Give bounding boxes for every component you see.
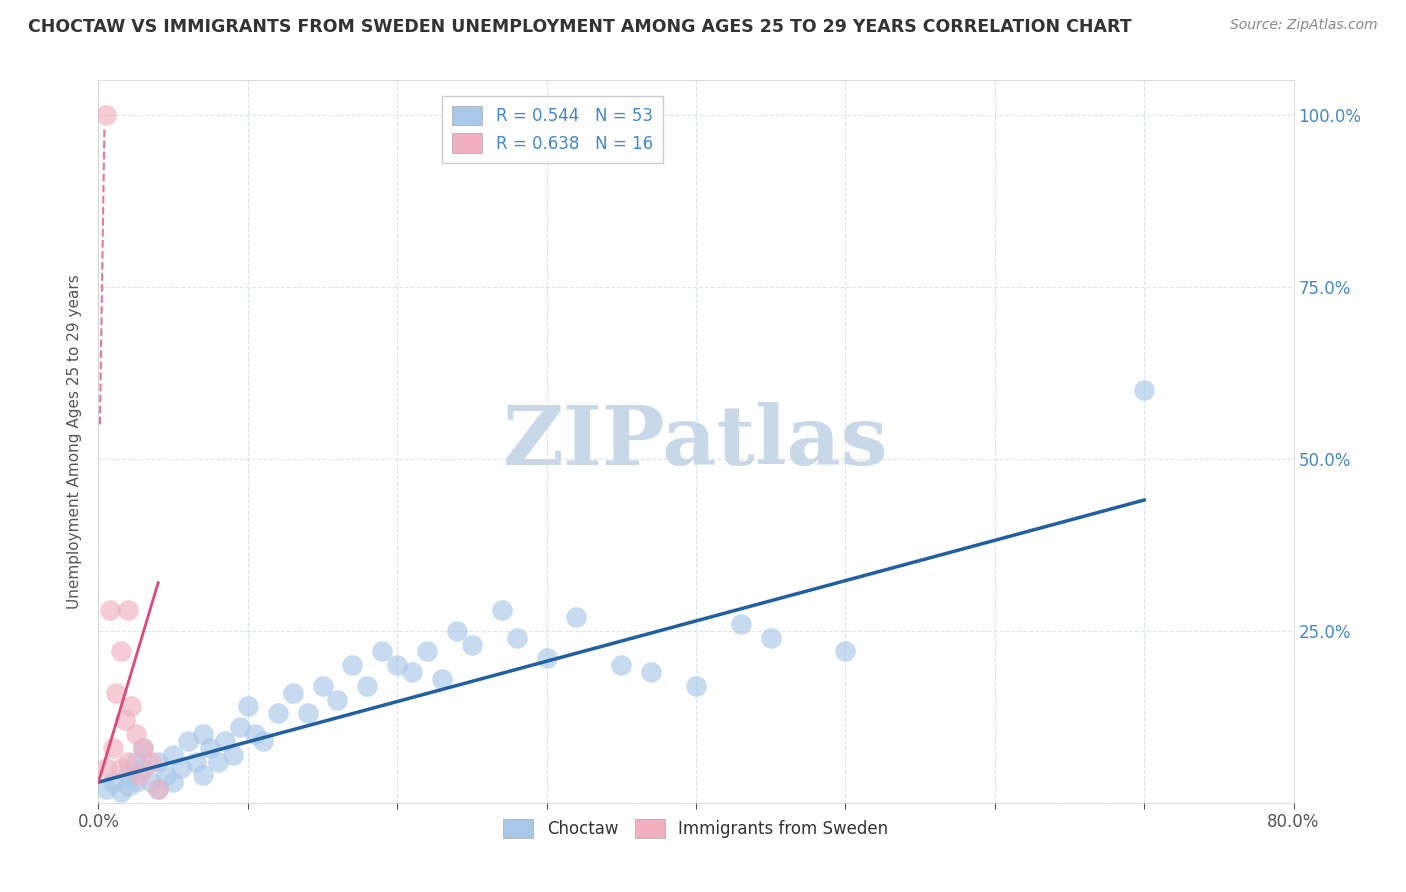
Point [229, 720, 252, 734]
Point [162, 747, 184, 762]
Point [191, 727, 214, 741]
Point [685, 679, 707, 693]
Point [117, 755, 139, 769]
Point [129, 768, 152, 782]
Point [461, 638, 484, 652]
Point [125, 775, 148, 789]
Y-axis label: Unemployment Among Ages 25 to 29 years: Unemployment Among Ages 25 to 29 years [67, 274, 83, 609]
Point [98, 603, 122, 617]
Point [132, 761, 155, 775]
Text: ZIPatlas: ZIPatlas [503, 401, 889, 482]
Point [148, 782, 170, 797]
Point [491, 603, 513, 617]
Point [94, 782, 117, 797]
Point [385, 658, 409, 673]
Point [125, 727, 148, 741]
Point [94, 108, 117, 122]
Point [356, 679, 378, 693]
Point [416, 644, 439, 658]
Point [105, 686, 128, 700]
Point [114, 713, 136, 727]
Point [162, 775, 184, 789]
Point [169, 761, 191, 775]
Point [222, 747, 245, 762]
Point [834, 644, 856, 658]
Point [148, 755, 170, 769]
Point [191, 768, 214, 782]
Point [139, 755, 162, 769]
Text: CHOCTAW VS IMMIGRANTS FROM SWEDEN UNEMPLOYMENT AMONG AGES 25 TO 29 YEARS CORRELA: CHOCTAW VS IMMIGRANTS FROM SWEDEN UNEMPL… [28, 18, 1132, 36]
Point [214, 734, 236, 748]
Point [326, 692, 349, 706]
Point [1133, 383, 1156, 397]
Point [155, 768, 177, 782]
Point [565, 610, 588, 624]
Point [640, 665, 662, 679]
Point [139, 775, 162, 789]
Point [103, 740, 125, 755]
Point [506, 631, 529, 645]
Point [267, 706, 290, 721]
Point [297, 706, 319, 721]
Point [371, 644, 394, 658]
Point [401, 665, 423, 679]
Point [446, 624, 468, 638]
Text: Source: ZipAtlas.com: Source: ZipAtlas.com [1230, 18, 1378, 32]
Point [132, 740, 155, 755]
Point [236, 699, 259, 714]
Point [110, 761, 132, 775]
Point [207, 755, 229, 769]
Point [759, 631, 782, 645]
Point [110, 644, 132, 658]
Point [132, 740, 155, 755]
Point [117, 779, 139, 793]
Point [610, 658, 633, 673]
Point [281, 686, 304, 700]
Point [245, 727, 267, 741]
Point [148, 782, 170, 797]
Point [342, 658, 364, 673]
Point [311, 679, 333, 693]
Point [536, 651, 558, 665]
Point [117, 603, 139, 617]
Point [730, 616, 752, 631]
Point [120, 699, 142, 714]
Point [94, 761, 117, 775]
Legend: Choctaw, Immigrants from Sweden: Choctaw, Immigrants from Sweden [496, 813, 896, 845]
Point [184, 755, 207, 769]
Point [177, 734, 200, 748]
Point [252, 734, 274, 748]
Point [117, 768, 139, 782]
Point [430, 672, 453, 686]
Point [125, 755, 148, 769]
Point [103, 775, 125, 789]
Point [110, 785, 132, 799]
Point [200, 740, 222, 755]
